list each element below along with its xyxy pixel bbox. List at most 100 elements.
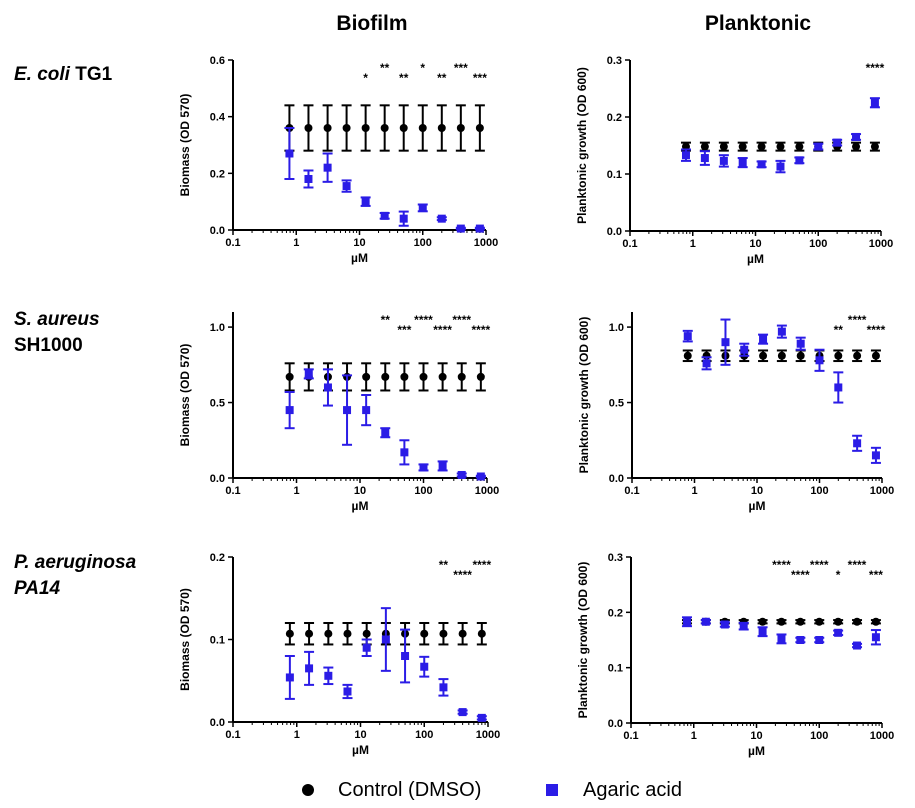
control-point xyxy=(872,618,880,626)
agaric-point xyxy=(682,151,690,159)
agaric-point xyxy=(324,672,332,680)
agaric-point xyxy=(703,359,711,367)
x-tick-label: 100 xyxy=(415,729,433,741)
agaric-point xyxy=(758,160,766,168)
agaric-point xyxy=(438,215,446,223)
control-point xyxy=(286,630,294,638)
y-tick-label: 0.2 xyxy=(210,168,225,180)
agaric-point xyxy=(797,340,805,348)
agaric-point xyxy=(815,636,823,644)
x-axis-label: µM xyxy=(747,252,764,266)
agaric-point xyxy=(439,683,447,691)
y-tick-label: 0.2 xyxy=(210,552,225,564)
x-tick-label: 0.1 xyxy=(623,730,638,742)
agaric-point xyxy=(343,182,351,190)
significance-label: * xyxy=(420,61,425,75)
chart-panel-2: 0.1 1 10 100 1000 0.0 0.5 1.0 µM Biomass (OD 570)… xyxy=(178,312,499,513)
x-tick-label: 100 xyxy=(414,485,432,497)
y-tick-label: 0.0 xyxy=(608,718,623,730)
x-tick-label: 1000 xyxy=(474,237,498,249)
y-tick-label: 0.1 xyxy=(210,635,225,647)
agaric-point xyxy=(702,618,710,626)
control-point xyxy=(795,143,803,151)
control-point xyxy=(457,124,465,132)
x-tick-label: 10 xyxy=(353,237,365,249)
x-tick-label: 0.1 xyxy=(225,485,240,497)
agaric-point xyxy=(305,664,313,672)
legend: Control (DMSO) Agaric acid xyxy=(0,776,915,804)
agaric-point xyxy=(816,356,824,364)
agaric-point xyxy=(420,663,428,671)
y-tick-label: 1.0 xyxy=(609,322,624,334)
agaric-point xyxy=(304,175,312,183)
agaric-point xyxy=(305,370,313,378)
control-point xyxy=(834,352,842,360)
x-tick-label: 10 xyxy=(749,238,761,250)
agaric-point xyxy=(759,628,767,636)
y-tick-label: 0.2 xyxy=(607,112,622,124)
agaric-point xyxy=(420,463,428,471)
legend-control-marker xyxy=(302,784,314,796)
agaric-point xyxy=(852,133,860,141)
x-tick-label: 10 xyxy=(750,730,762,742)
control-point xyxy=(343,124,351,132)
agaric-point xyxy=(381,212,389,220)
agaric-point xyxy=(795,156,803,164)
agaric-point xyxy=(362,198,370,206)
agaric-point xyxy=(400,448,408,456)
y-tick-label: 0.2 xyxy=(608,607,623,619)
x-tick-label: 0.1 xyxy=(622,238,637,250)
control-point xyxy=(797,352,805,360)
control-point xyxy=(304,124,312,132)
control-point xyxy=(758,143,766,151)
x-tick-label: 1000 xyxy=(869,238,893,250)
y-tick-label: 0.0 xyxy=(210,473,225,485)
control-point xyxy=(853,352,861,360)
agaric-point xyxy=(419,204,427,212)
agaric-point xyxy=(285,150,293,158)
y-tick-label: 0.5 xyxy=(609,398,624,410)
agaric-point xyxy=(363,644,371,652)
agaric-point xyxy=(400,215,408,223)
control-point xyxy=(777,618,785,626)
x-tick-label: 100 xyxy=(414,237,432,249)
agaric-point xyxy=(814,143,822,151)
legend-agaric-marker xyxy=(546,784,558,796)
x-tick-label: 10 xyxy=(354,485,366,497)
agaric-point xyxy=(343,687,351,695)
legend-agaric-label: Agaric acid xyxy=(583,776,682,804)
y-axis-label: Biomass (OD 570) xyxy=(178,588,192,691)
control-point xyxy=(438,124,446,132)
agaric-point xyxy=(796,636,804,644)
control-point xyxy=(305,630,313,638)
significance-label: ** xyxy=(834,323,844,337)
control-point xyxy=(343,630,351,638)
agaric-point xyxy=(477,472,485,480)
x-axis-label: µM xyxy=(352,743,369,757)
control-point xyxy=(400,373,408,381)
y-tick-label: 0.3 xyxy=(607,55,622,67)
agaric-point xyxy=(739,159,747,167)
agaric-point xyxy=(343,406,351,414)
agaric-point xyxy=(833,139,841,147)
y-tick-label: 0.6 xyxy=(210,55,225,67)
agaric-point xyxy=(776,163,784,171)
y-tick-label: 0.0 xyxy=(607,226,622,238)
control-point xyxy=(852,143,860,151)
significance-label: *** xyxy=(454,61,468,75)
significance-label: **** xyxy=(472,558,491,572)
y-axis-label: Planktonic growth (OD 600) xyxy=(575,67,589,224)
y-tick-label: 0.1 xyxy=(608,663,623,675)
agaric-point xyxy=(382,636,390,644)
control-point xyxy=(834,618,842,626)
x-tick-label: 0.1 xyxy=(624,485,639,497)
agaric-point xyxy=(777,635,785,643)
agaric-point xyxy=(684,332,692,340)
agaric-point xyxy=(720,157,728,165)
agaric-point xyxy=(721,338,729,346)
x-axis-label: µM xyxy=(748,744,765,758)
legend-control-label: Control (DMSO) xyxy=(338,776,481,804)
x-tick-label: 10 xyxy=(354,729,366,741)
x-tick-label: 1 xyxy=(294,729,300,741)
